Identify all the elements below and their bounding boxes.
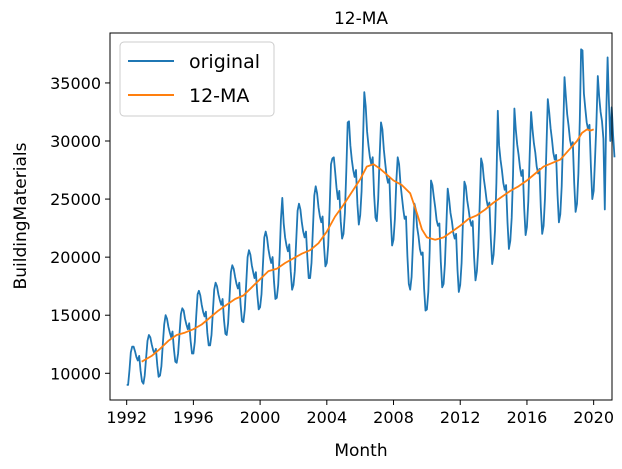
y-tick-label: 25000 xyxy=(50,190,101,209)
x-tick-label: 2020 xyxy=(573,408,614,427)
plot-frame xyxy=(109,32,613,401)
series-line-12-ma xyxy=(141,128,594,363)
y-axis: 10000 15000 20000 25000 30000 35000 xyxy=(50,74,110,383)
chart-title: 12-MA xyxy=(334,9,388,29)
legend-label-12-ma: 12-MA xyxy=(189,85,249,107)
y-tick-label: 35000 xyxy=(50,74,101,93)
x-axis-label: Month xyxy=(334,441,387,461)
y-tick-label: 15000 xyxy=(50,306,101,325)
x-tick-label: 2000 xyxy=(240,408,281,427)
x-tick-label: 2008 xyxy=(373,408,414,427)
legend-label-original: original xyxy=(189,51,260,73)
y-axis-label: BuildingMaterials xyxy=(11,142,31,289)
plot-layer xyxy=(126,48,616,386)
y-tick-label: 10000 xyxy=(50,364,101,383)
x-tick-label: 2016 xyxy=(507,408,548,427)
x-tick-label: 2012 xyxy=(440,408,481,427)
y-tick-label: 30000 xyxy=(50,132,101,151)
x-tick-label: 2004 xyxy=(306,408,347,427)
x-axis: 1992 1996 2000 2004 2008 2012 2016 2020 xyxy=(106,400,614,427)
legend: original 12-MA xyxy=(119,41,275,117)
x-tick-label: 1996 xyxy=(173,408,214,427)
series-line-original xyxy=(126,48,616,386)
y-tick-label: 20000 xyxy=(50,248,101,267)
x-tick-label: 1992 xyxy=(106,408,147,427)
